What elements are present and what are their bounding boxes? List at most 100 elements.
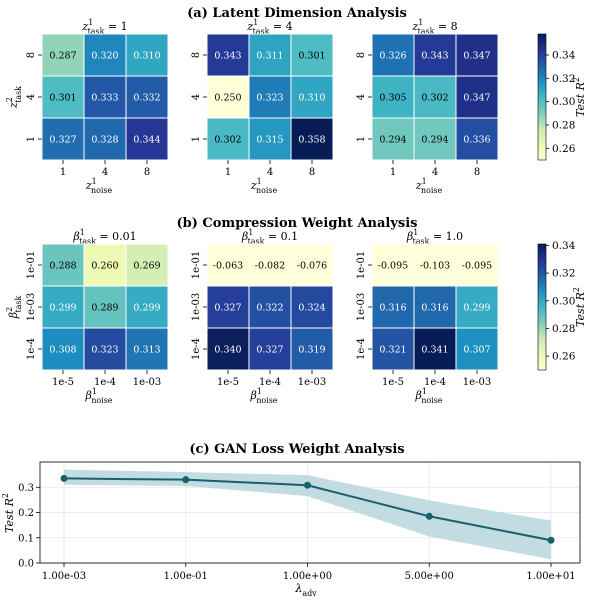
cell-value-label: 0.250 (214, 93, 241, 104)
cell-value-label: 0.344 (133, 135, 160, 146)
panel-title: z1 task = 4 (246, 18, 292, 36)
cell-value-label: 0.310 (298, 93, 325, 104)
cell-value-label: 0.343 (421, 51, 448, 62)
heatmap-cell (371, 327, 415, 371)
cell-value-label: 0.336 (463, 135, 490, 146)
heatmap-cell (206, 33, 250, 77)
colorbar-b: 0.26 0.28 0.30 0.32 0.34 Test R2 (537, 240, 587, 371)
y-tick-label: 1e-4 (191, 338, 202, 360)
cell-value-label: 0.313 (133, 345, 160, 356)
cell-value-label: 0.289 (91, 303, 118, 314)
data-point (304, 481, 311, 489)
x-tick-label: 1.00e-03 (42, 571, 86, 582)
cell-value-label: 0.260 (91, 261, 118, 272)
heatmap-cell (290, 33, 334, 77)
cell-value-label: 0.311 (256, 51, 283, 62)
cell-value-label: 0.333 (91, 93, 118, 104)
heatmap-cell (455, 75, 499, 119)
cell-value-label: 0.315 (256, 135, 283, 146)
heatmap-cell (248, 243, 292, 287)
heatmap-cell (413, 117, 457, 161)
panel-title: β1 task = 1.0 (406, 228, 463, 246)
x-tick-label: 1.00e-01 (164, 571, 208, 582)
y-tick-label: 0.1 (18, 533, 34, 544)
x-tick-label: 8 (309, 167, 315, 178)
heatmap-cell (290, 75, 334, 119)
colorbar-tick-label: 0.28 (552, 323, 575, 335)
cell-value-label: 0.294 (421, 135, 448, 146)
heatmap-cell (248, 75, 292, 119)
heatmaps: z1 task = 1 0.287 0.320 0.310 0.301 0.333 0.332… (5, 18, 499, 405)
cell-value-label: 0.299 (49, 303, 76, 314)
x-axis-label: λadv (294, 582, 317, 598)
cell-value-label: -0.063 (213, 261, 243, 272)
cell-value-label: 0.341 (421, 345, 448, 356)
heatmap-cell (290, 243, 334, 287)
colorbar-tick-label: 0.32 (552, 73, 575, 85)
cell-value-label: 0.328 (91, 135, 118, 146)
cell-value-label: -0.103 (420, 261, 450, 272)
cell-value-label: -0.082 (255, 261, 285, 272)
heatmap-cell (290, 327, 334, 371)
cell-value-label: 0.323 (256, 93, 283, 104)
cell-value-label: 0.327 (214, 303, 241, 314)
x-tick-label: 1e-5 (217, 377, 239, 388)
heatmap-cell (206, 327, 250, 371)
x-tick-label: 1e-5 (52, 377, 74, 388)
colorbar-tick-label: 0.26 (552, 351, 576, 363)
cell-value-label: 0.301 (298, 51, 325, 62)
panel-title: β1 task = 0.1 (241, 228, 298, 246)
x-tick-label: 5.00e+00 (405, 571, 454, 582)
cell-value-label: 0.343 (214, 51, 241, 62)
x-tick-label: 1.00e+01 (526, 571, 575, 582)
panel-title: β1 task = 0.01 (72, 228, 136, 246)
heatmap-cell (290, 285, 334, 329)
y-tick-label: 4 (191, 94, 202, 100)
section-c-title: (c) GAN Loss Weight Analysis (189, 442, 404, 457)
x-tick-label: 1.00e+00 (283, 571, 332, 582)
heatmap-panel-b-1: β1 task = 0.01 0.288 0.260 0.269 0.299 0.289 0.… (5, 228, 169, 405)
cell-value-label: 0.310 (133, 51, 160, 62)
heatmap-panel-a-3: z1 task = 8 0.326 0.343 0.347 0.305 0.302 0.347… (356, 18, 499, 195)
cell-value-label: 0.307 (463, 345, 490, 356)
colorbar-tick-label: 0.26 (552, 143, 576, 155)
cell-value-label: 0.327 (49, 135, 76, 146)
x-tick-label: 1e-03 (133, 377, 161, 388)
heatmap-cell (371, 75, 415, 119)
heatmap-cell (290, 117, 334, 161)
colorbar-a: 0.26 0.28 0.30 0.32 0.34 Test R2 (537, 33, 587, 161)
heatmap-cell (413, 327, 457, 371)
heatmap-panel-b-3: β1 task = 1.0 -0.095 -0.103 -0.095 0.316 0.316… (356, 228, 499, 405)
x-tick-label: 4 (432, 167, 438, 178)
x-tick-label: 8 (474, 167, 480, 178)
line-chart: 0.0 0.1 0.2 0.3 1.00e-03 1.00e-01 1.00e+00 5.00… (1, 461, 581, 598)
cell-value-label: -0.076 (297, 261, 327, 272)
colorbar-label: Test R2 (572, 287, 587, 327)
y-tick-label: 4 (26, 94, 37, 100)
heatmap-cell (248, 33, 292, 77)
cell-value-label: 0.327 (256, 345, 283, 356)
cell-value-label: 0.302 (421, 93, 448, 104)
x-tick-label: 1 (225, 167, 231, 178)
heatmap-cell (455, 117, 499, 161)
cell-value-label: 0.269 (133, 261, 160, 272)
x-tick-label: 4 (102, 167, 108, 178)
heatmap-cell (455, 243, 499, 287)
x-tick-label: 1e-4 (94, 377, 116, 388)
cell-value-label: 0.320 (91, 51, 118, 62)
x-axis-label: β1 noise (250, 387, 278, 405)
x-tick-label: 1e-5 (382, 377, 404, 388)
cell-value-label: 0.302 (214, 135, 241, 146)
cell-value-label: 0.319 (298, 345, 325, 356)
cell-value-label: 0.358 (298, 135, 325, 146)
y-tick-label: 8 (191, 52, 202, 58)
y-tick-label: 1e-4 (26, 338, 37, 360)
y-tick-label: 4 (356, 94, 367, 100)
heatmap-panel-a-1: z1 task = 1 0.287 0.320 0.310 0.301 0.333 0.332… (5, 18, 169, 195)
x-tick-label: 4 (267, 167, 273, 178)
heatmap-cell (83, 327, 127, 371)
cell-value-label: 0.347 (463, 51, 490, 62)
heatmap-cell (248, 117, 292, 161)
data-point (182, 476, 190, 484)
